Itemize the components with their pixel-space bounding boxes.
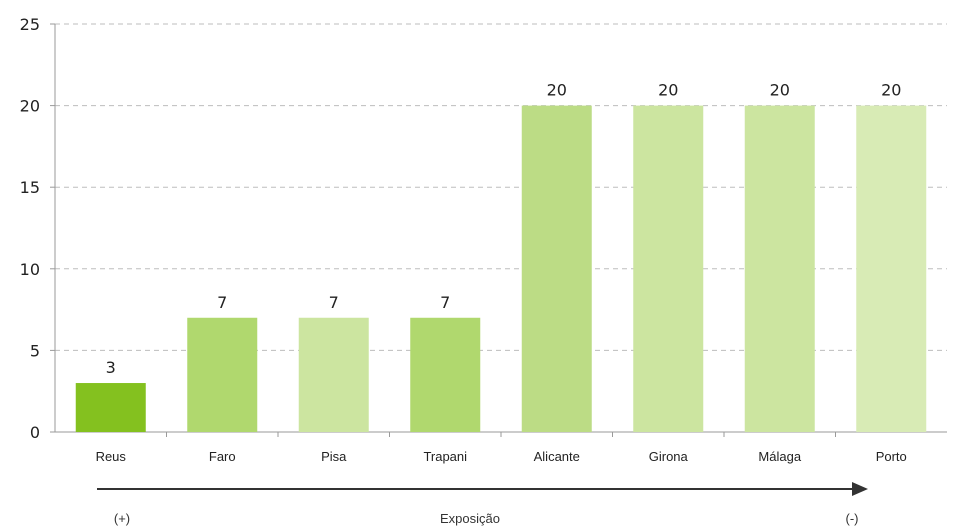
bar-trapani xyxy=(410,317,481,432)
axes: 0 5 10 15 20 25 Reus Faro Pisa Trapani Alicante Gir… xyxy=(20,15,947,464)
x-tick-label: Málaga xyxy=(758,449,801,464)
x-tick-label: Reus xyxy=(96,449,127,464)
bar-alicante xyxy=(521,105,592,432)
data-label: 3 xyxy=(106,358,116,377)
exposure-annotation: (+) Exposição (-) xyxy=(97,482,868,526)
y-tick-label: 25 xyxy=(20,15,40,34)
exposure-arrow-head xyxy=(852,482,868,496)
data-label: 20 xyxy=(770,81,790,100)
bar-girona xyxy=(633,105,704,432)
y-tick-label: 0 xyxy=(30,423,40,442)
bar-faro xyxy=(187,317,258,432)
x-tick-label: Alicante xyxy=(534,449,580,464)
exposure-right-label: (-) xyxy=(846,511,859,526)
data-label: 20 xyxy=(547,81,567,100)
data-label: 20 xyxy=(658,81,678,100)
x-tick-label: Faro xyxy=(209,449,236,464)
x-tick-label: Trapani xyxy=(423,449,467,464)
x-tick-label: Pisa xyxy=(321,449,347,464)
bar-pisa xyxy=(298,317,369,432)
exposure-center-label: Exposição xyxy=(440,511,500,526)
bar-málaga xyxy=(744,105,815,432)
data-label: 7 xyxy=(440,293,450,312)
data-label: 7 xyxy=(217,293,227,312)
y-tick-label: 10 xyxy=(20,260,40,279)
x-tick-label: Girona xyxy=(649,449,689,464)
x-tick-label: Porto xyxy=(876,449,907,464)
exposure-left-label: (+) xyxy=(114,511,130,526)
bar-porto xyxy=(856,105,927,432)
y-tick-label: 20 xyxy=(20,97,40,116)
data-label: 7 xyxy=(329,293,339,312)
bars xyxy=(75,105,927,432)
y-tick-label: 5 xyxy=(30,341,40,360)
data-label: 20 xyxy=(881,81,901,100)
data-labels: 3 7 7 7 20 20 20 20 xyxy=(106,81,902,377)
bar-reus xyxy=(75,383,146,432)
y-tick-label: 15 xyxy=(20,178,40,197)
